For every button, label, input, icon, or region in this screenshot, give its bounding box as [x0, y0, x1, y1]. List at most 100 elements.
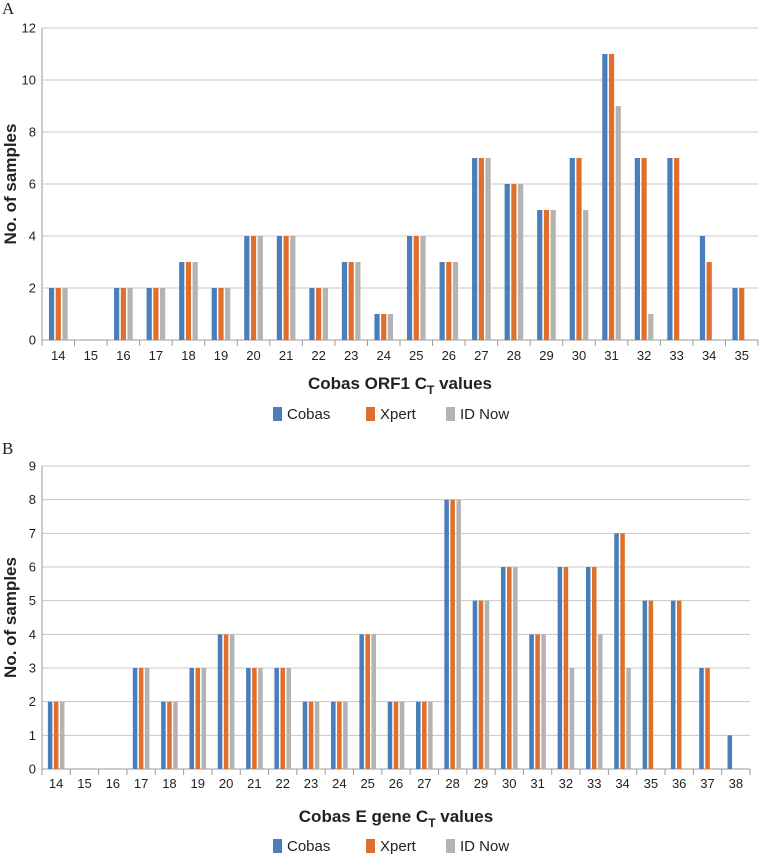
x-tick-label-27: 27	[417, 776, 431, 791]
bar-xpert-36	[676, 600, 682, 769]
bar-cobas-35	[732, 288, 738, 340]
bar-cobas-19	[189, 668, 194, 769]
bar-xpert-31	[608, 54, 615, 340]
bar-xpert-27	[478, 158, 484, 340]
y-tick-label: 6	[29, 177, 36, 192]
bar-cobas-36	[670, 600, 676, 769]
bar-xpert-33	[674, 158, 680, 340]
y-tick-label: 3	[29, 661, 36, 676]
bar-cobas-35	[642, 600, 648, 769]
bar-xpert-23	[308, 701, 314, 769]
x-tick-label-31: 31	[530, 776, 544, 791]
bar-cobas-24	[374, 314, 380, 340]
x-tick-label-14: 14	[51, 348, 65, 363]
x-tick-label-29: 29	[539, 348, 553, 363]
bar-xpert-32	[563, 567, 569, 769]
bar-xpert-24	[381, 314, 387, 340]
bar-id-now-26	[399, 701, 405, 769]
bar-cobas-17	[132, 668, 138, 769]
bar-id-now-19	[201, 668, 207, 769]
y-tick-label: 2	[29, 694, 36, 709]
legend-swatch-cobas	[273, 407, 282, 421]
bar-id-now-18	[192, 262, 198, 340]
bar-cobas-27	[416, 701, 421, 769]
bar-cobas-29	[472, 600, 478, 769]
x-tick-label-34: 34	[615, 776, 629, 791]
bar-id-now-20	[257, 236, 263, 340]
bar-cobas-34	[614, 533, 619, 769]
bar-id-now-28	[456, 499, 461, 769]
legend-swatch-xpert	[366, 407, 375, 421]
x-tick-label-15: 15	[84, 348, 98, 363]
bar-cobas-25	[406, 236, 413, 340]
bar-id-now-29	[484, 600, 490, 769]
bar-cobas-20	[217, 634, 223, 769]
legend-label-cobas: Cobas	[287, 838, 330, 855]
x-tick-label-33: 33	[587, 776, 601, 791]
bar-id-now-32	[569, 668, 575, 769]
x-axis-title: Cobas E gene CT values	[299, 807, 493, 830]
x-tick-label-17: 17	[134, 776, 148, 791]
x-tick-label-18: 18	[181, 348, 195, 363]
x-tick-label-20: 20	[246, 348, 260, 363]
bar-cobas-28	[504, 184, 510, 340]
bar-cobas-18	[179, 262, 185, 340]
x-tick-label-19: 19	[214, 348, 228, 363]
bar-xpert-22	[280, 668, 285, 769]
bar-id-now-24	[343, 701, 348, 769]
x-tick-label-28: 28	[507, 348, 521, 363]
bar-id-now-32	[648, 314, 654, 340]
y-tick-label: 4	[29, 229, 36, 244]
bar-cobas-30	[569, 158, 575, 340]
bar-xpert-17	[153, 288, 159, 340]
bar-xpert-25	[413, 236, 419, 340]
bar-id-now-16	[127, 288, 133, 340]
x-tick-label-24: 24	[376, 348, 390, 363]
bar-xpert-35	[648, 600, 654, 769]
bar-cobas-29	[537, 210, 543, 340]
bar-id-now-31	[615, 106, 621, 340]
bar-xpert-27	[422, 701, 427, 769]
bar-id-now-25	[371, 634, 376, 769]
y-tick-label: 5	[29, 593, 36, 608]
bar-cobas-19	[211, 288, 217, 340]
x-axis-title: Cobas ORF1 CT values	[308, 374, 492, 397]
x-tick-label-23: 23	[344, 348, 358, 363]
x-tick-label-26: 26	[442, 348, 456, 363]
bar-xpert-21	[283, 236, 289, 340]
bar-id-now-23	[314, 701, 320, 769]
bar-xpert-35	[739, 288, 745, 340]
bar-id-now-21	[258, 668, 263, 769]
bar-id-now-22	[286, 668, 292, 769]
y-tick-label: 9	[29, 459, 36, 474]
bar-cobas-31	[602, 54, 608, 340]
x-tick-label-34: 34	[702, 348, 716, 363]
bar-id-now-14	[62, 288, 68, 340]
x-tick-label-36: 36	[672, 776, 686, 791]
bar-cobas-23	[302, 701, 308, 769]
bar-id-now-30	[513, 567, 518, 769]
bar-xpert-20	[223, 634, 229, 769]
bar-xpert-28	[450, 499, 455, 769]
bar-xpert-29	[543, 210, 550, 340]
bar-cobas-33	[585, 567, 591, 769]
legend-swatch-xpert	[366, 839, 375, 853]
x-tick-label-27: 27	[474, 348, 488, 363]
x-tick-label-15: 15	[77, 776, 91, 791]
bar-xpert-34	[706, 262, 712, 340]
y-tick-label: 0	[29, 762, 36, 777]
y-tick-label: 2	[29, 281, 36, 296]
y-tick-label: 8	[29, 125, 36, 140]
bar-xpert-16	[120, 288, 126, 340]
bar-xpert-14	[53, 701, 59, 769]
bar-xpert-17	[138, 668, 144, 769]
bar-cobas-32	[557, 567, 563, 769]
y-tick-label: 1	[29, 728, 36, 743]
y-axis-title: No. of samples	[1, 557, 20, 678]
legend-label-xpert: Xpert	[380, 406, 417, 423]
bar-cobas-16	[114, 288, 120, 340]
bar-id-now-17	[144, 668, 150, 769]
x-tick-label-17: 17	[149, 348, 163, 363]
